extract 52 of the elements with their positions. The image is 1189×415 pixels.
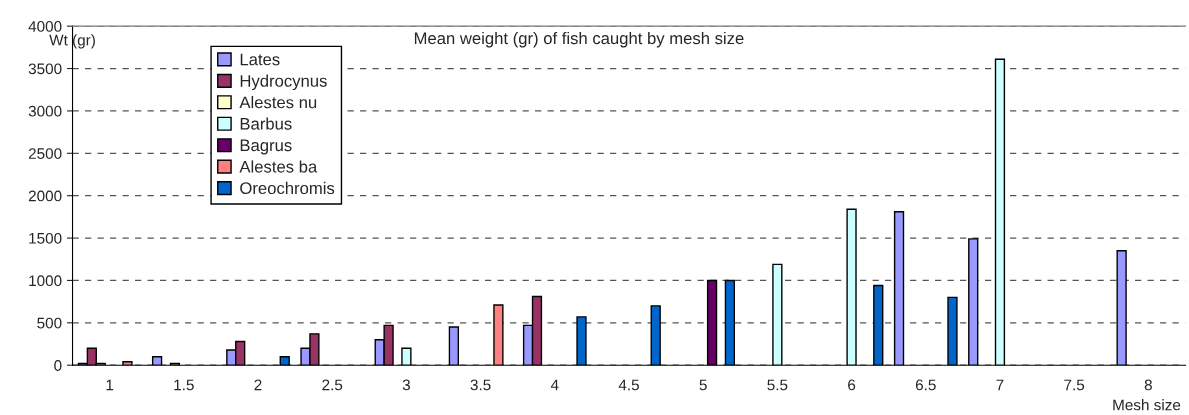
x-tick-label: 1 [106,379,114,391]
y-tick-label: 4000 [28,21,62,32]
y-tick-label: 1500 [29,232,62,244]
x-tick-label: 1.5 [174,379,194,391]
x-tick-label: 2 [254,379,262,391]
x-tick-label: 8 [1144,379,1152,391]
x-tick-label: 4.5 [618,379,639,391]
bar [846,208,857,366]
bar [873,284,884,366]
x-tick-label: 4 [550,379,559,391]
chart-title: Mean weight (gr) of fish caught by mesh size [414,31,744,48]
bar [706,279,718,366]
bar [122,361,133,366]
bar [893,211,905,366]
x-tick-label: 7 [996,379,1004,391]
bar [1116,250,1127,366]
x-tick-label: 5.5 [767,379,788,391]
x-tick-label: 6 [848,379,856,391]
y-tick-label: 3000 [28,105,62,117]
bar [448,326,460,366]
x-tick-label: 7.5 [1064,379,1085,391]
bar [947,296,958,366]
legend-label: Alestes ba [239,160,318,173]
bar [724,279,736,366]
y-tick-label: 3500 [28,63,62,75]
legend-label: Lates [240,53,280,66]
bar [772,263,783,366]
y-tick-label: 500 [37,317,62,329]
bar [576,316,587,366]
legend-label: Hydrocynus [240,74,327,91]
y-tick-label: 2500 [28,148,62,159]
x-tick-label: 5 [699,379,707,391]
y-tick-label: 2000 [28,190,62,202]
legend-label: Oreochromis [240,181,335,195]
legend-label: Barbus [240,117,292,130]
x-tick-label: 3 [402,379,410,391]
bar [279,356,290,366]
x-tick-label: 3.5 [470,379,491,391]
legend-label: Bagrus [240,139,292,155]
bar [151,356,163,366]
bar [401,347,412,366]
bar [493,304,504,366]
x-tick-label: 6.5 [915,379,936,391]
legend-label: Alestes nu [239,96,317,109]
y-axis-title: Wt (gr) [49,34,95,49]
bar [968,238,979,366]
x-axis-title: Mesh size [1113,399,1181,411]
y-tick-label: 1000 [29,275,62,287]
bar [994,58,1006,366]
x-tick-label: 2.5 [322,379,343,391]
bar [650,305,661,366]
y-tick-label: 0 [54,360,62,371]
